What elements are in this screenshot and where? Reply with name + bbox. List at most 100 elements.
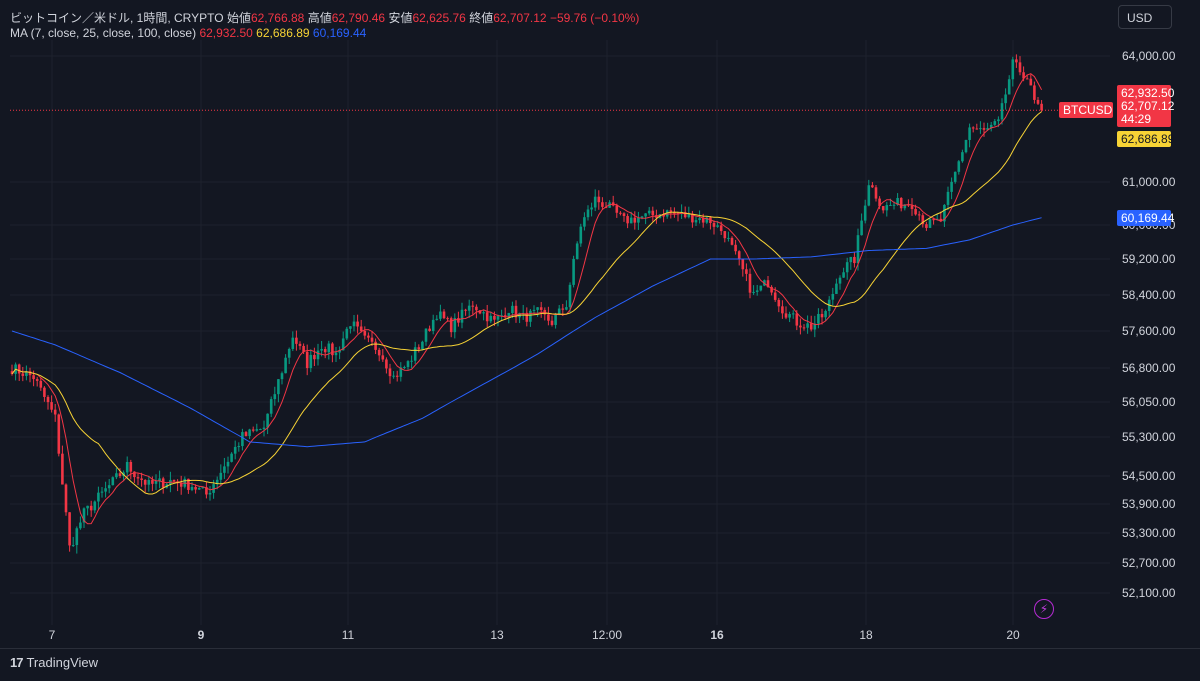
- candle-body: [129, 461, 133, 472]
- candle-body: [287, 348, 291, 358]
- candle-body: [640, 216, 644, 218]
- candle-body: [255, 429, 259, 431]
- candle-body: [536, 307, 539, 310]
- candle-body: [305, 351, 309, 369]
- candle-body: [1033, 85, 1036, 100]
- candle-body: [683, 212, 687, 218]
- candle-body: [1025, 78, 1029, 80]
- candle-body: [644, 213, 647, 217]
- tradingview-icon: 17: [10, 655, 24, 670]
- candle-body: [172, 479, 176, 482]
- candle-body: [453, 318, 457, 333]
- low-value: 62,625.76: [412, 11, 466, 25]
- candle-body: [1011, 59, 1015, 80]
- candle-body: [532, 309, 536, 311]
- ma-legend[interactable]: MA (7, close, 25, close, 100, close) 62,…: [10, 26, 366, 40]
- candle-body: [410, 360, 413, 362]
- open-value: 62,766.88: [250, 11, 305, 25]
- candle-body: [838, 277, 842, 284]
- candle-body: [273, 394, 277, 400]
- candle-body: [932, 219, 935, 221]
- candle-body: [133, 471, 136, 478]
- candle-body: [385, 359, 388, 369]
- y-tick-label: 56,050.00: [1122, 395, 1176, 409]
- candle-body: [327, 343, 331, 353]
- candle-body: [781, 306, 784, 314]
- candle-body: [151, 480, 154, 484]
- candle-body: [982, 128, 986, 130]
- candle-body: [331, 343, 334, 356]
- candle-body: [104, 488, 107, 492]
- candle-body: [284, 357, 287, 374]
- symbol-title: ビットコイン／米ドル, 1時間, CRYPTO: [10, 11, 224, 25]
- candle-body: [140, 478, 143, 480]
- candle-body: [1040, 103, 1043, 111]
- candle-body: [899, 197, 903, 209]
- candle-body: [1007, 79, 1011, 95]
- candle-body: [280, 373, 284, 380]
- x-tick-label: 11: [342, 628, 355, 642]
- candle-body: [651, 210, 655, 216]
- candle-body: [345, 328, 349, 339]
- candle-body: [338, 350, 341, 353]
- candle-body: [323, 349, 327, 353]
- candle-body: [961, 152, 964, 162]
- close-value: 62,707.12: [493, 11, 547, 25]
- candle-body: [226, 461, 230, 467]
- candle-body: [971, 127, 975, 129]
- candle-body: [179, 483, 183, 487]
- candle-body: [813, 323, 817, 330]
- candle-body: [619, 212, 622, 214]
- candle-body: [824, 310, 827, 318]
- candle-body: [17, 364, 21, 374]
- candle-body: [363, 330, 367, 336]
- candle-body: [111, 477, 115, 486]
- candle-body: [187, 478, 190, 490]
- candle-body: [637, 217, 640, 223]
- candle-body: [403, 366, 406, 368]
- candle-body: [71, 545, 75, 547]
- ma7-line: [11, 73, 1043, 525]
- candle-body: [712, 223, 716, 227]
- candle-body: [709, 217, 712, 224]
- candle-body: [460, 309, 464, 323]
- last-price-tag-text: 62,707.12: [1121, 99, 1175, 113]
- candle-body: [871, 185, 874, 188]
- candle-body: [374, 341, 377, 350]
- candles: [10, 54, 1043, 554]
- candle-body: [572, 258, 575, 285]
- candle-body: [154, 480, 158, 484]
- currency-button[interactable]: USD: [1118, 5, 1172, 29]
- candle-body: [802, 327, 806, 329]
- x-tick-label: 7: [49, 628, 56, 642]
- brand-logo[interactable]: 17 TradingView: [10, 655, 98, 670]
- candle-body: [860, 220, 863, 236]
- candle-body: [86, 505, 89, 509]
- candle-body: [647, 210, 651, 214]
- candle-body: [525, 312, 529, 322]
- last-price-tag-bg: [1117, 85, 1171, 127]
- candle-body: [849, 256, 853, 263]
- candle-body: [745, 269, 748, 274]
- y-tick-label: 64,000.00: [1122, 49, 1176, 63]
- candle-body: [957, 161, 961, 172]
- candle-body: [341, 338, 345, 351]
- candle-body: [946, 191, 950, 205]
- candle-body: [435, 318, 439, 320]
- candle-body: [809, 323, 813, 330]
- candle-body: [1029, 78, 1033, 86]
- candle-body: [719, 225, 723, 232]
- candle-body: [28, 371, 32, 376]
- candle-body: [233, 446, 237, 454]
- candle-body: [370, 337, 374, 342]
- lightning-icon[interactable]: ⚡: [1034, 599, 1054, 619]
- x-axis: 7 9 11 13 12:00 16 18 20: [49, 628, 1020, 642]
- brand-name: TradingView: [26, 655, 99, 670]
- candle-body: [320, 349, 323, 351]
- candle-body: [46, 396, 50, 403]
- candle-body: [399, 367, 403, 377]
- candle-body: [64, 484, 68, 513]
- candle-body: [449, 318, 453, 333]
